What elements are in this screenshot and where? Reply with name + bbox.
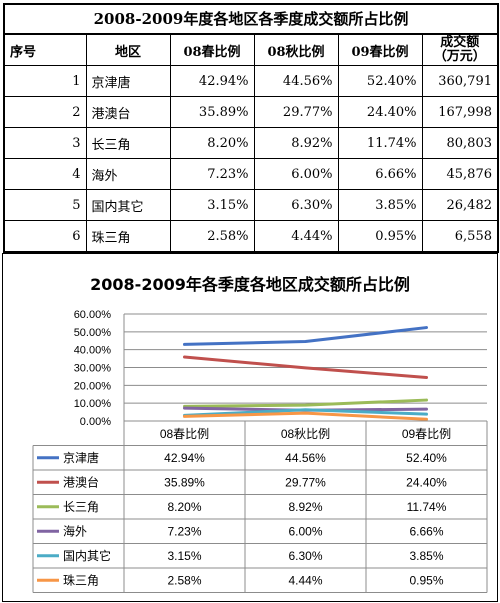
data-label: 6.30% [288,549,322,563]
legend-label: 珠三角 [63,573,99,587]
legend-label: 国内其它 [63,548,111,563]
header-region: 地区 [85,33,171,66]
row-amount: 360,791 [421,65,499,97]
row-index: 4 [3,158,87,190]
row-09-spring: 3.85% [337,189,423,221]
series-line [183,411,428,421]
header-08-spring: 08春比例 [169,33,255,66]
row-amount: 80,803 [421,127,499,159]
row-region: 长三角 [85,127,171,159]
row-index: 2 [3,96,87,128]
series-line [183,408,428,417]
header-amount-line2: （万元） [433,49,486,64]
row-index: 6 [3,220,87,253]
y-tick-label: 30.00% [74,363,112,375]
data-label: 3.85% [409,549,443,563]
row-region: 国内其它 [85,189,171,221]
chart-container: 2008-2009年各季度各地区成交额所占比例 0.00% 10.00% 20.00%… [2,253,498,602]
series-line [183,398,428,408]
header-amount: 成交额 （万元） [421,33,499,66]
data-label: 0.95% [409,573,443,587]
legend-label: 海外 [63,523,87,538]
table-row: 5 国内其它 3.15% 6.30% 3.85% 26,482 [3,189,499,221]
x-category-label: 09春比例 [402,427,451,441]
row-08-autumn: 4.44% [253,220,339,253]
header-index: 序号 [3,33,87,66]
chart-title: 2008-2009年各季度各地区成交额所占比例 [90,275,410,294]
row-08-spring: 8.20% [169,127,255,159]
row-amount: 6,558 [421,220,499,253]
y-tick-label: 60.00% [74,309,112,321]
legend-label: 港澳台 [63,474,99,489]
table-row: 6 珠三角 2.58% 4.44% 0.95% 6,558 [3,220,499,253]
data-label: 6.66% [409,524,443,538]
row-amount: 167,998 [421,96,499,128]
series-line [183,355,428,379]
data-label: 2.58% [167,573,201,587]
row-09-spring: 6.66% [337,158,423,190]
data-label: 35.89% [164,475,205,489]
header-amount-line1: 成交额 [440,35,480,50]
row-index: 5 [3,189,87,221]
row-08-autumn: 6.30% [253,189,339,221]
table-title: 2008-2009年度各地区各季度成交额所占比例 [3,3,499,33]
y-tick-label: 20.00% [74,380,112,392]
line-chart: 2008-2009年各季度各地区成交额所占比例 0.00% 10.00% 20.00%… [32,275,488,593]
table-row: 1 京津唐 42.94% 44.56% 52.40% 360,791 [3,65,499,97]
row-region: 珠三角 [85,220,171,253]
legend-label: 长三角 [63,500,99,514]
data-label: 29.77% [285,475,326,489]
region-share-table: 2008-2009年度各地区各季度成交额所占比例 序号 地区 08春比例 08秋… [3,3,499,253]
x-category-label: 08春比例 [160,427,209,441]
data-label: 8.92% [288,500,322,514]
row-09-spring: 52.40% [337,65,423,97]
row-region: 海外 [85,158,171,190]
y-tick-label: 0.00% [80,416,111,428]
data-label: 4.44% [288,573,322,587]
y-tick-label: 10.00% [74,398,112,410]
y-tick-label: 40.00% [74,345,112,357]
row-08-autumn: 8.92% [253,127,339,159]
row-08-spring: 3.15% [169,189,255,221]
row-08-autumn: 29.77% [253,96,339,128]
row-08-spring: 35.89% [169,96,255,128]
x-category-label: 08秋比例 [281,427,330,441]
series-line [183,326,428,346]
table-row: 4 海外 7.23% 6.00% 6.66% 45,876 [3,158,499,190]
row-08-autumn: 44.56% [253,65,339,97]
row-amount: 45,876 [421,158,499,190]
data-label: 52.40% [406,451,447,465]
row-09-spring: 0.95% [337,220,423,253]
legend-label: 京津唐 [63,450,99,465]
data-label: 6.00% [288,524,322,538]
data-label: 8.20% [167,500,201,514]
row-08-autumn: 6.00% [253,158,339,190]
table-row: 3 长三角 8.20% 8.92% 11.74% 80,803 [3,127,499,159]
y-tick-label: 50.00% [74,327,112,339]
row-08-spring: 7.23% [169,158,255,190]
row-region: 京津唐 [85,65,171,97]
table-header-row: 序号 地区 08春比例 08秋比例 09春比例 成交额 （万元） [3,33,499,66]
table-row: 2 港澳台 35.89% 29.77% 24.40% 167,998 [3,96,499,128]
row-region: 港澳台 [85,96,171,128]
row-08-spring: 42.94% [169,65,255,97]
data-label: 44.56% [285,451,326,465]
header-09-spring: 09春比例 [337,33,423,66]
row-09-spring: 24.40% [337,96,423,128]
row-index: 3 [3,127,87,159]
header-08-autumn: 08秋比例 [253,33,339,66]
data-label: 11.74% [407,500,447,514]
row-amount: 26,482 [421,189,499,221]
data-label: 24.40% [406,475,447,489]
data-label: 3.15% [167,549,201,563]
data-label: 7.23% [167,524,201,538]
data-table-container: 2008-2009年度各地区各季度成交额所占比例 序号 地区 08春比例 08秋… [3,3,499,253]
data-label: 42.94% [164,451,205,465]
row-08-spring: 2.58% [169,220,255,253]
row-09-spring: 11.74% [337,127,423,159]
row-index: 1 [3,65,87,97]
